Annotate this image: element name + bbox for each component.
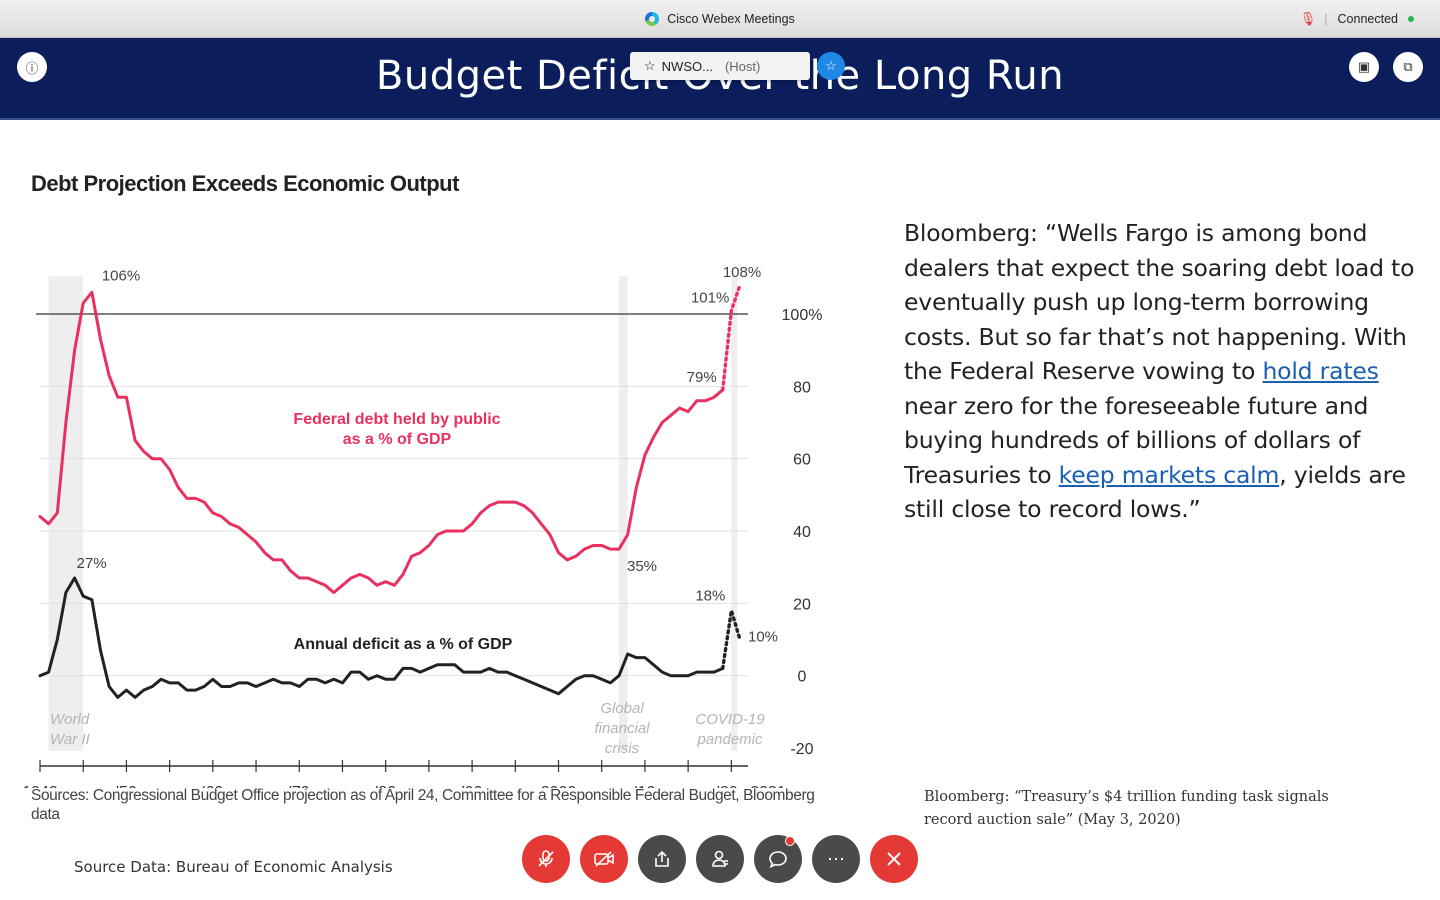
connection-status: 🎙︎ | Connected [1300, 0, 1414, 38]
annotation-1: 101% [691, 289, 729, 306]
info-icon: ⓘ [25, 60, 39, 76]
shaded-period-1 [619, 276, 628, 751]
chat-button[interactable] [754, 835, 802, 883]
gfc-label-1: financial [594, 720, 650, 737]
presenter-label[interactable]: ☆ NWSO... (Host) [630, 52, 810, 80]
annotation-4: 35% [627, 558, 657, 575]
shared-slide: Budget Deficit Over the Long Run ⓘ ☆ NWS… [0, 38, 1440, 900]
title-bar: Cisco Webex Meetings 🎙︎ | Connected [0, 0, 1440, 38]
keep-markets-calm-link[interactable]: keep markets calm [1058, 460, 1280, 489]
hold-rates-link[interactable]: hold rates [1262, 357, 1379, 385]
x-tick-label-5: '90 [462, 784, 483, 788]
meeting-info-button[interactable]: ⓘ [17, 52, 47, 82]
y-tick-label-1: 80 [793, 379, 811, 396]
pin-outline-icon: ☆ [644, 58, 656, 73]
x-tick-label-9: 2021 [750, 784, 786, 788]
quote-part-3: , yields are still close to record lows.… [904, 460, 1406, 524]
window-title: Cisco Webex Meetings [0, 0, 1440, 38]
y-tick-label-3: 40 [793, 524, 811, 541]
host-tag: (Host) [724, 58, 761, 74]
video-off-icon [594, 851, 614, 867]
x-tick-label-1: '50 [116, 784, 137, 788]
pin-button[interactable]: ☆ [817, 52, 845, 80]
mute-button[interactable] [522, 835, 570, 883]
annotation-2: 108% [723, 264, 761, 281]
ww2-label-0: World [50, 711, 90, 728]
source-data: Source Data: Bureau of Economic Analysis [74, 858, 393, 876]
meeting-controls: ⋯ [522, 835, 918, 883]
mic-muted-icon[interactable]: 🎙︎ [1299, 11, 1317, 26]
deficit-series-label: Annual deficit as a % of GDP [294, 636, 513, 653]
participants-icon [712, 850, 728, 867]
connected-dot-icon [1408, 16, 1414, 22]
series-line-1 [721, 283, 742, 392]
y-tick-label-0: 100% [782, 307, 823, 324]
debt-series-label-line-2: as a % of GDP [343, 431, 452, 448]
x-tick-label-8: '20 [717, 784, 738, 788]
y-tick-label-2: 60 [793, 452, 811, 469]
x-tick-label-4: '80 [375, 784, 396, 788]
x-tick-label-0: 1940 [22, 784, 58, 788]
series-line-2 [38, 576, 725, 699]
more-options-button[interactable]: ⋯ [812, 835, 860, 883]
close-icon [887, 852, 901, 866]
webex-logo-icon [645, 12, 660, 26]
shaded-period-0 [48, 276, 84, 751]
share-button[interactable] [638, 835, 686, 883]
layout-icon: ⧉ [1403, 59, 1413, 74]
annotation-6: 18% [695, 588, 725, 605]
annotation-7: 10% [748, 629, 778, 646]
covid-label-0: COVID-19 [695, 711, 765, 728]
chart-title: Debt Projection Exceeds Economic Output [31, 171, 459, 196]
stop-video-button[interactable] [580, 835, 628, 883]
chat-icon [769, 851, 787, 869]
layout-button[interactable]: ⧉ [1393, 52, 1423, 82]
chart-source: Sources: Congressional Budget Office pro… [31, 787, 815, 823]
participants-button[interactable] [696, 835, 744, 883]
series-line-3 [721, 608, 742, 671]
x-tick-label-6: 2000 [541, 784, 577, 788]
y-tick-label-6: -20 [790, 741, 813, 758]
pin-icon: ☆ [825, 58, 837, 73]
y-tick-label-5: 0 [798, 669, 807, 686]
pip-icon: ▣ [1357, 59, 1371, 74]
annotation-3: 79% [687, 369, 717, 386]
series-line-0 [38, 290, 725, 594]
slide-banner: Budget Deficit Over the Long Run ⓘ ☆ NWS… [0, 38, 1440, 120]
bloomberg-quote: Bloomberg: “Wells Fargo is among bond de… [904, 216, 1419, 527]
mic-off-icon [538, 850, 554, 867]
app-title-text: Cisco Webex Meetings [667, 12, 795, 26]
y-tick-label-4: 20 [793, 596, 811, 613]
chat-unread-badge [785, 836, 795, 846]
debt-deficit-chart: 100% 80 60 40 20 0 -20 1940 '50 '60 '70 '80 '90 2000 '… [22, 264, 823, 788]
status-divider: | [1324, 12, 1328, 26]
x-tick-label-2: '60 [202, 784, 223, 788]
presenter-name: NWSO... [661, 58, 713, 74]
annotation-0: 106% [102, 267, 140, 284]
connection-status-label: Connected [1337, 12, 1398, 26]
x-tick-label-3: '70 [289, 784, 310, 788]
annotation-5: 27% [77, 555, 107, 572]
debt-series-label-line-1: Federal debt held by public [293, 411, 500, 428]
leave-meeting-button[interactable] [870, 835, 918, 883]
bloomberg-reference: Bloomberg: “Treasury’s $4 trillion fundi… [924, 789, 1329, 828]
more-icon: ⋯ [827, 848, 845, 869]
gfc-label-0: Global [600, 700, 644, 717]
gfc-label-2: crisis [605, 740, 640, 757]
ww2-label-1: War II [50, 731, 90, 748]
quote-part-2: near zero for the foreseeable future and… [904, 391, 1369, 489]
covid-label-1: pandemic [696, 731, 763, 748]
shaded-period-2 [731, 276, 738, 751]
quote-part-1: Bloomberg: “Wells Fargo is among bond de… [904, 219, 1415, 385]
x-tick-label-7: '10 [635, 784, 656, 788]
picture-in-picture-button[interactable]: ▣ [1349, 52, 1379, 82]
share-icon [655, 850, 669, 867]
